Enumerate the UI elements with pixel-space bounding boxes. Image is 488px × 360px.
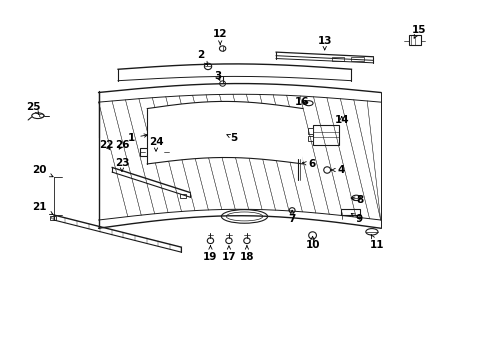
Ellipse shape bbox=[207, 238, 213, 244]
Bar bbox=[408, 35, 420, 45]
Bar bbox=[180, 194, 186, 198]
Text: 5: 5 bbox=[226, 133, 237, 143]
Ellipse shape bbox=[244, 238, 249, 244]
Text: 23: 23 bbox=[115, 158, 129, 171]
Text: 13: 13 bbox=[317, 36, 331, 50]
Polygon shape bbox=[54, 215, 181, 252]
Bar bbox=[312, 125, 339, 145]
Text: 18: 18 bbox=[239, 246, 254, 262]
Ellipse shape bbox=[221, 210, 267, 223]
Bar bbox=[351, 57, 363, 62]
Text: 6: 6 bbox=[302, 159, 315, 169]
Bar bbox=[50, 216, 56, 220]
Text: 15: 15 bbox=[410, 25, 425, 38]
Text: 25: 25 bbox=[26, 102, 40, 114]
Text: 12: 12 bbox=[212, 29, 227, 45]
Ellipse shape bbox=[32, 113, 44, 118]
Text: 7: 7 bbox=[288, 210, 295, 224]
Text: 14: 14 bbox=[334, 115, 348, 125]
Bar bbox=[149, 155, 158, 160]
Ellipse shape bbox=[365, 229, 377, 235]
Text: 20: 20 bbox=[32, 165, 53, 177]
Text: 8: 8 bbox=[350, 195, 363, 204]
Bar bbox=[140, 148, 169, 156]
Text: 22: 22 bbox=[99, 140, 113, 150]
Text: 24: 24 bbox=[148, 138, 163, 151]
Bar bbox=[307, 136, 312, 141]
Text: 2: 2 bbox=[197, 50, 207, 65]
Ellipse shape bbox=[225, 238, 232, 244]
Bar bbox=[331, 57, 344, 62]
Bar bbox=[307, 128, 312, 134]
Bar bbox=[340, 208, 360, 215]
Text: 4: 4 bbox=[331, 165, 344, 175]
Text: 17: 17 bbox=[221, 246, 236, 262]
Text: 11: 11 bbox=[369, 235, 383, 250]
Text: 26: 26 bbox=[115, 140, 129, 150]
Polygon shape bbox=[147, 102, 302, 164]
Text: 3: 3 bbox=[214, 71, 221, 81]
Text: 10: 10 bbox=[305, 236, 319, 250]
Ellipse shape bbox=[308, 232, 316, 239]
Text: 16: 16 bbox=[294, 97, 308, 107]
Text: 1: 1 bbox=[128, 133, 147, 143]
Text: 19: 19 bbox=[203, 246, 217, 262]
Text: 9: 9 bbox=[350, 213, 362, 224]
Text: 21: 21 bbox=[32, 202, 53, 215]
